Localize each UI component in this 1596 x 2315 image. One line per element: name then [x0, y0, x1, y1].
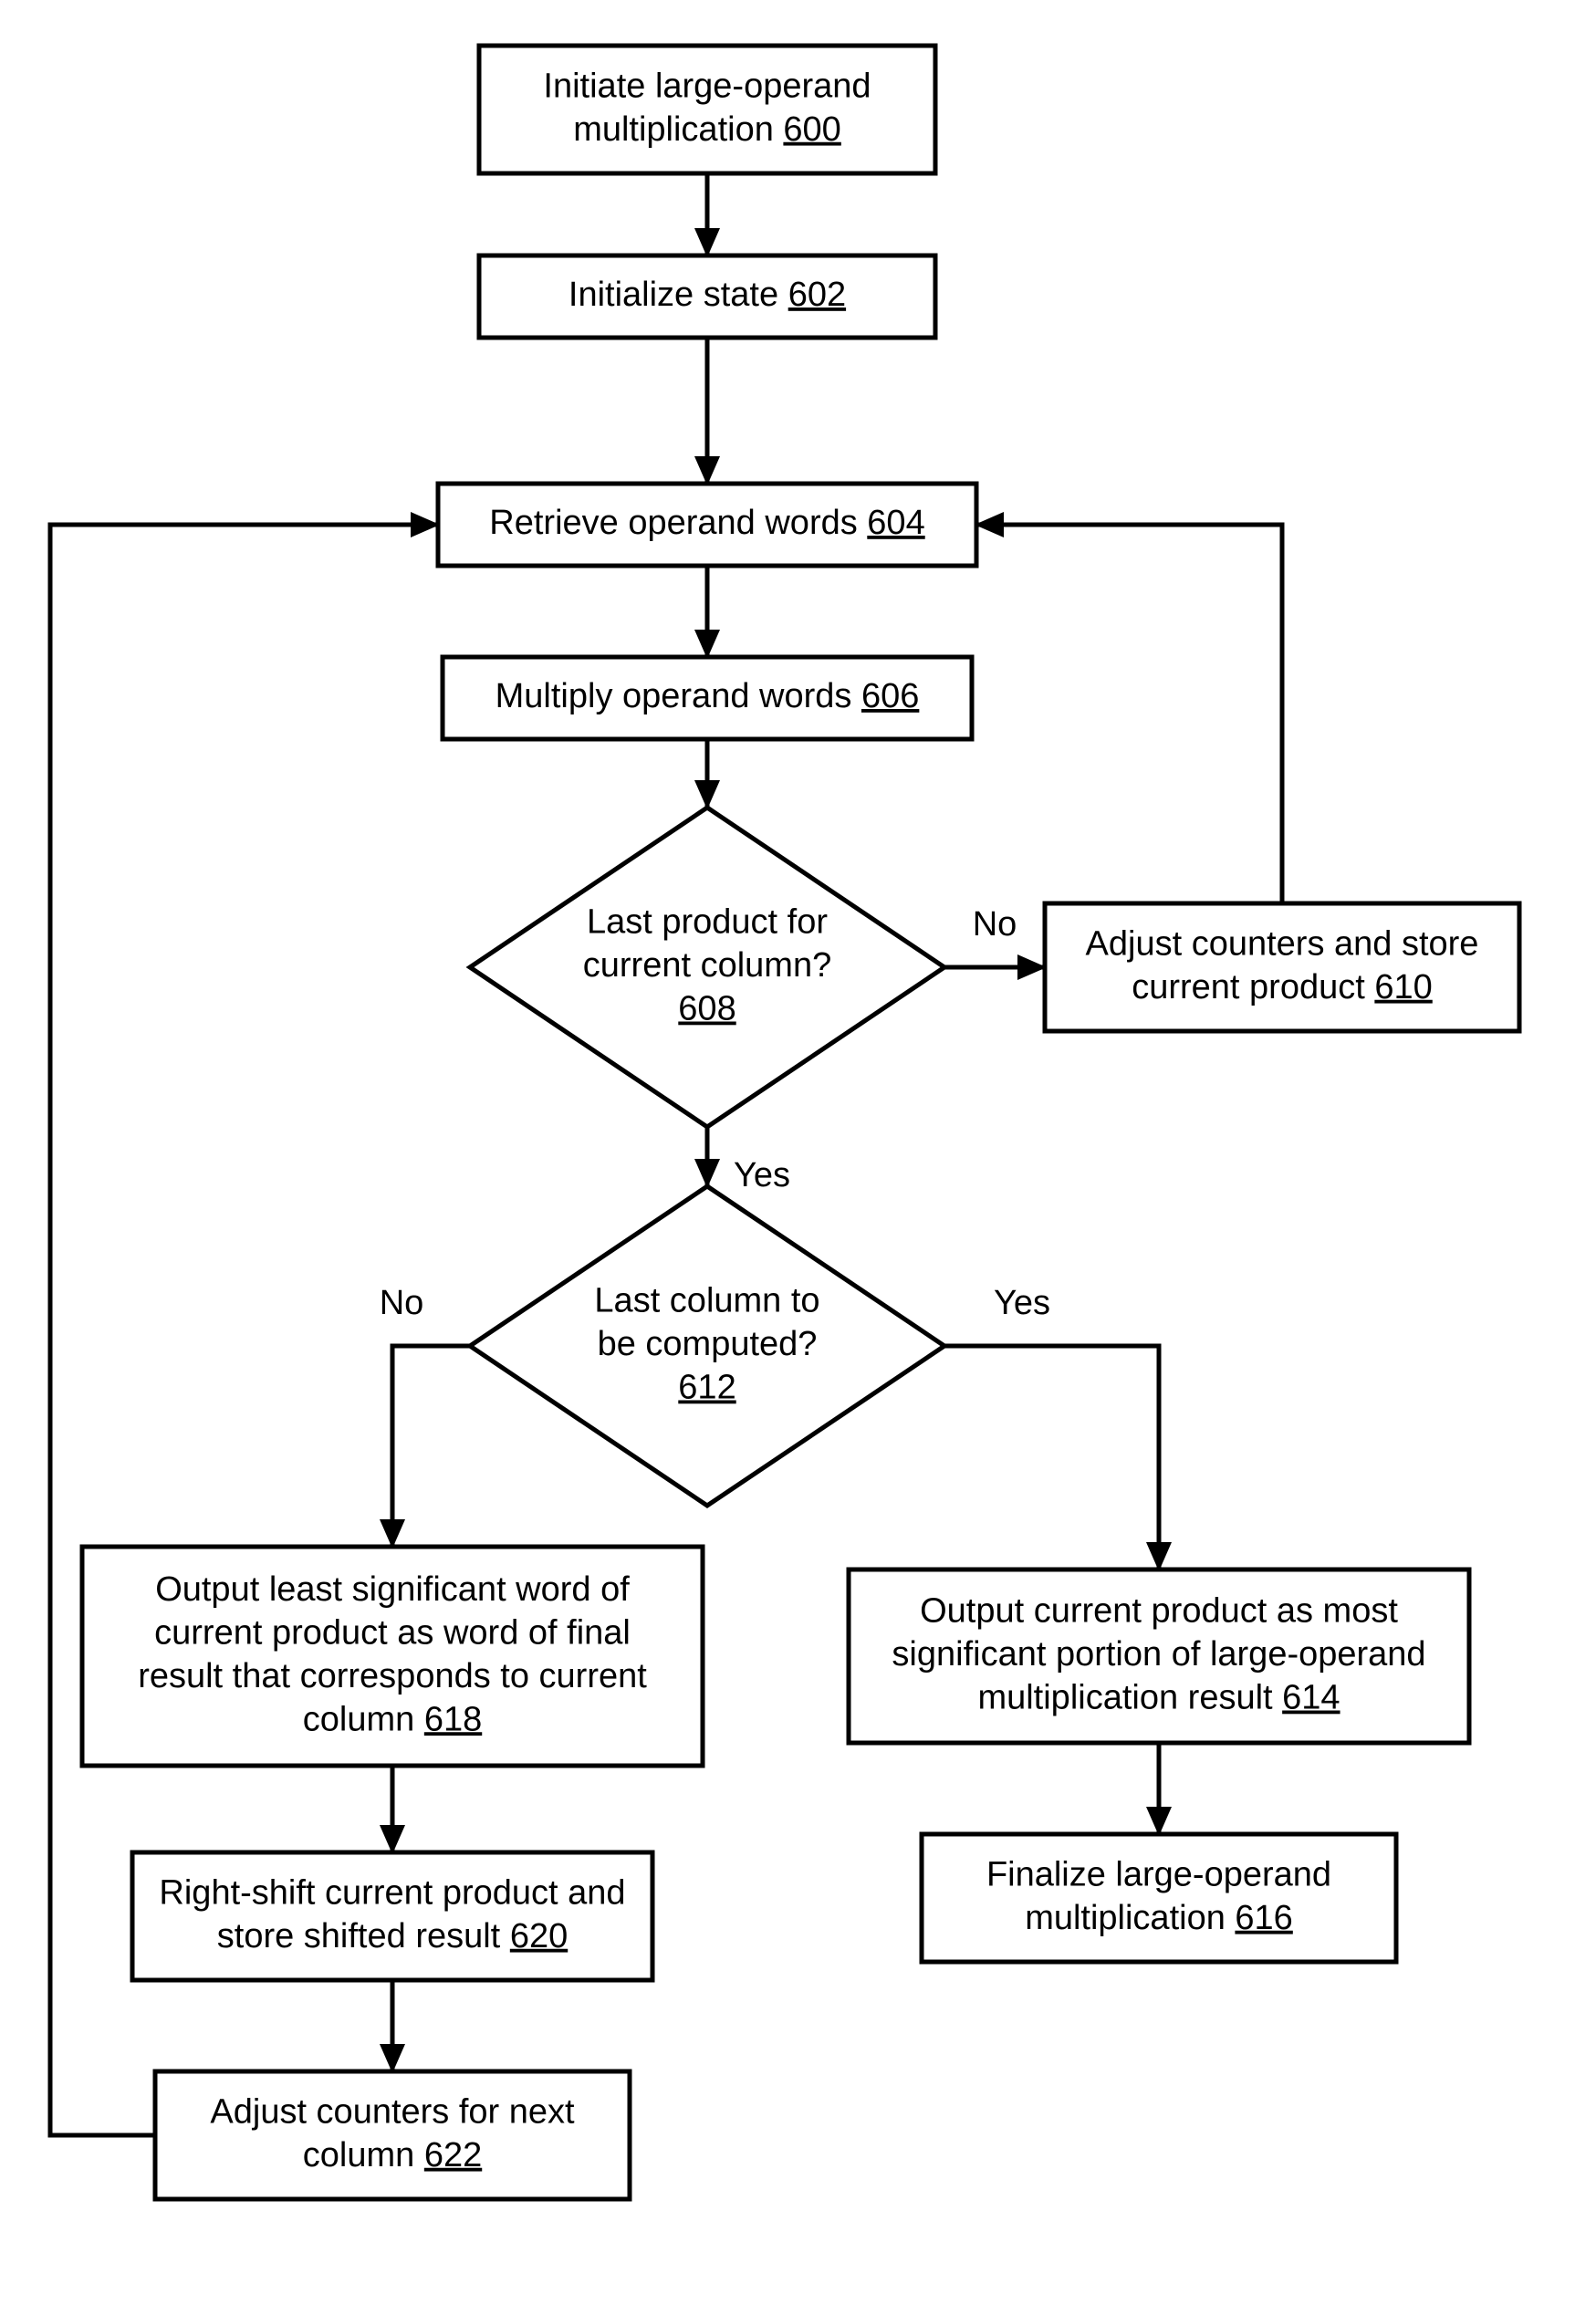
node-n612-line-2: 612	[678, 1369, 735, 1407]
flowchart-canvas: Initiate large-operand multiplication 600…	[0, 0, 1596, 2315]
node-n614: Output current product as most significan…	[849, 1569, 1469, 1743]
node-n618-line-2: result that corresponds to current	[138, 1657, 647, 1695]
edge-n612-n614	[944, 1346, 1159, 1569]
edge-label-d608_no: No	[973, 905, 1017, 944]
node-n600-line-1: multiplication 600	[573, 110, 841, 149]
node-n620-line-0: Right-shift current product and	[159, 1873, 625, 1912]
node-n618-line-3: column 618	[303, 1700, 482, 1738]
node-n608-line-0: Last product for	[587, 903, 828, 942]
node-n608: Last product for current column? 608	[470, 808, 944, 1127]
node-n612: Last column to be computed? 612	[470, 1186, 944, 1506]
node-n604: Retrieve operand words 604	[438, 484, 976, 566]
node-n608-line-2: 608	[678, 990, 735, 1028]
node-n612-line-0: Last column to	[594, 1282, 819, 1320]
node-n622: Adjust counters for next column 622	[155, 2071, 630, 2199]
node-n602-line-0: Initialize state 602	[569, 276, 846, 314]
node-n600: Initiate large-operand multiplication 600	[479, 46, 935, 173]
node-n620-line-1: store shifted result 620	[217, 1917, 568, 1955]
node-n622-line-1: column 622	[303, 2136, 482, 2174]
node-n620: Right-shift current product and store shi…	[132, 1852, 652, 1980]
node-n610-line-0: Adjust counters and store	[1086, 924, 1479, 963]
node-n612-line-1: be computed?	[598, 1325, 818, 1363]
node-n606-line-0: Multiply operand words 606	[495, 677, 920, 715]
node-n618-line-1: current product as word of final	[154, 1613, 631, 1652]
node-n616: Finalize large-operand multiplication 616	[922, 1834, 1396, 1962]
node-n608-line-1: current column?	[583, 946, 831, 985]
node-n604-line-0: Retrieve operand words 604	[489, 504, 924, 542]
node-n610: Adjust counters and store current product…	[1045, 903, 1519, 1031]
node-n614-line-1: significant portion of large-operand	[892, 1635, 1425, 1674]
node-n618: Output least significant word of current …	[82, 1547, 703, 1766]
edge-label-d608_yes: Yes	[734, 1156, 790, 1194]
node-n616-line-0: Finalize large-operand	[986, 1855, 1331, 1893]
node-n614-line-2: multiplication result 614	[977, 1679, 1340, 1717]
edge-label-d612_yes: Yes	[994, 1284, 1050, 1322]
node-n622-line-0: Adjust counters for next	[210, 2092, 575, 2131]
node-n610-line-1: current product 610	[1132, 968, 1433, 1006]
edge-n610-n604	[976, 525, 1282, 903]
node-n600-line-0: Initiate large-operand	[543, 67, 871, 105]
node-n602: Initialize state 602	[479, 255, 935, 338]
node-n614-line-0: Output current product as most	[920, 1592, 1398, 1631]
edge-label-d612_no: No	[380, 1284, 424, 1322]
node-n606: Multiply operand words 606	[443, 657, 972, 739]
node-n618-line-0: Output least significant word of	[155, 1570, 630, 1609]
edge-n612-n618	[392, 1346, 470, 1547]
node-n616-line-1: multiplication 616	[1025, 1899, 1293, 1937]
